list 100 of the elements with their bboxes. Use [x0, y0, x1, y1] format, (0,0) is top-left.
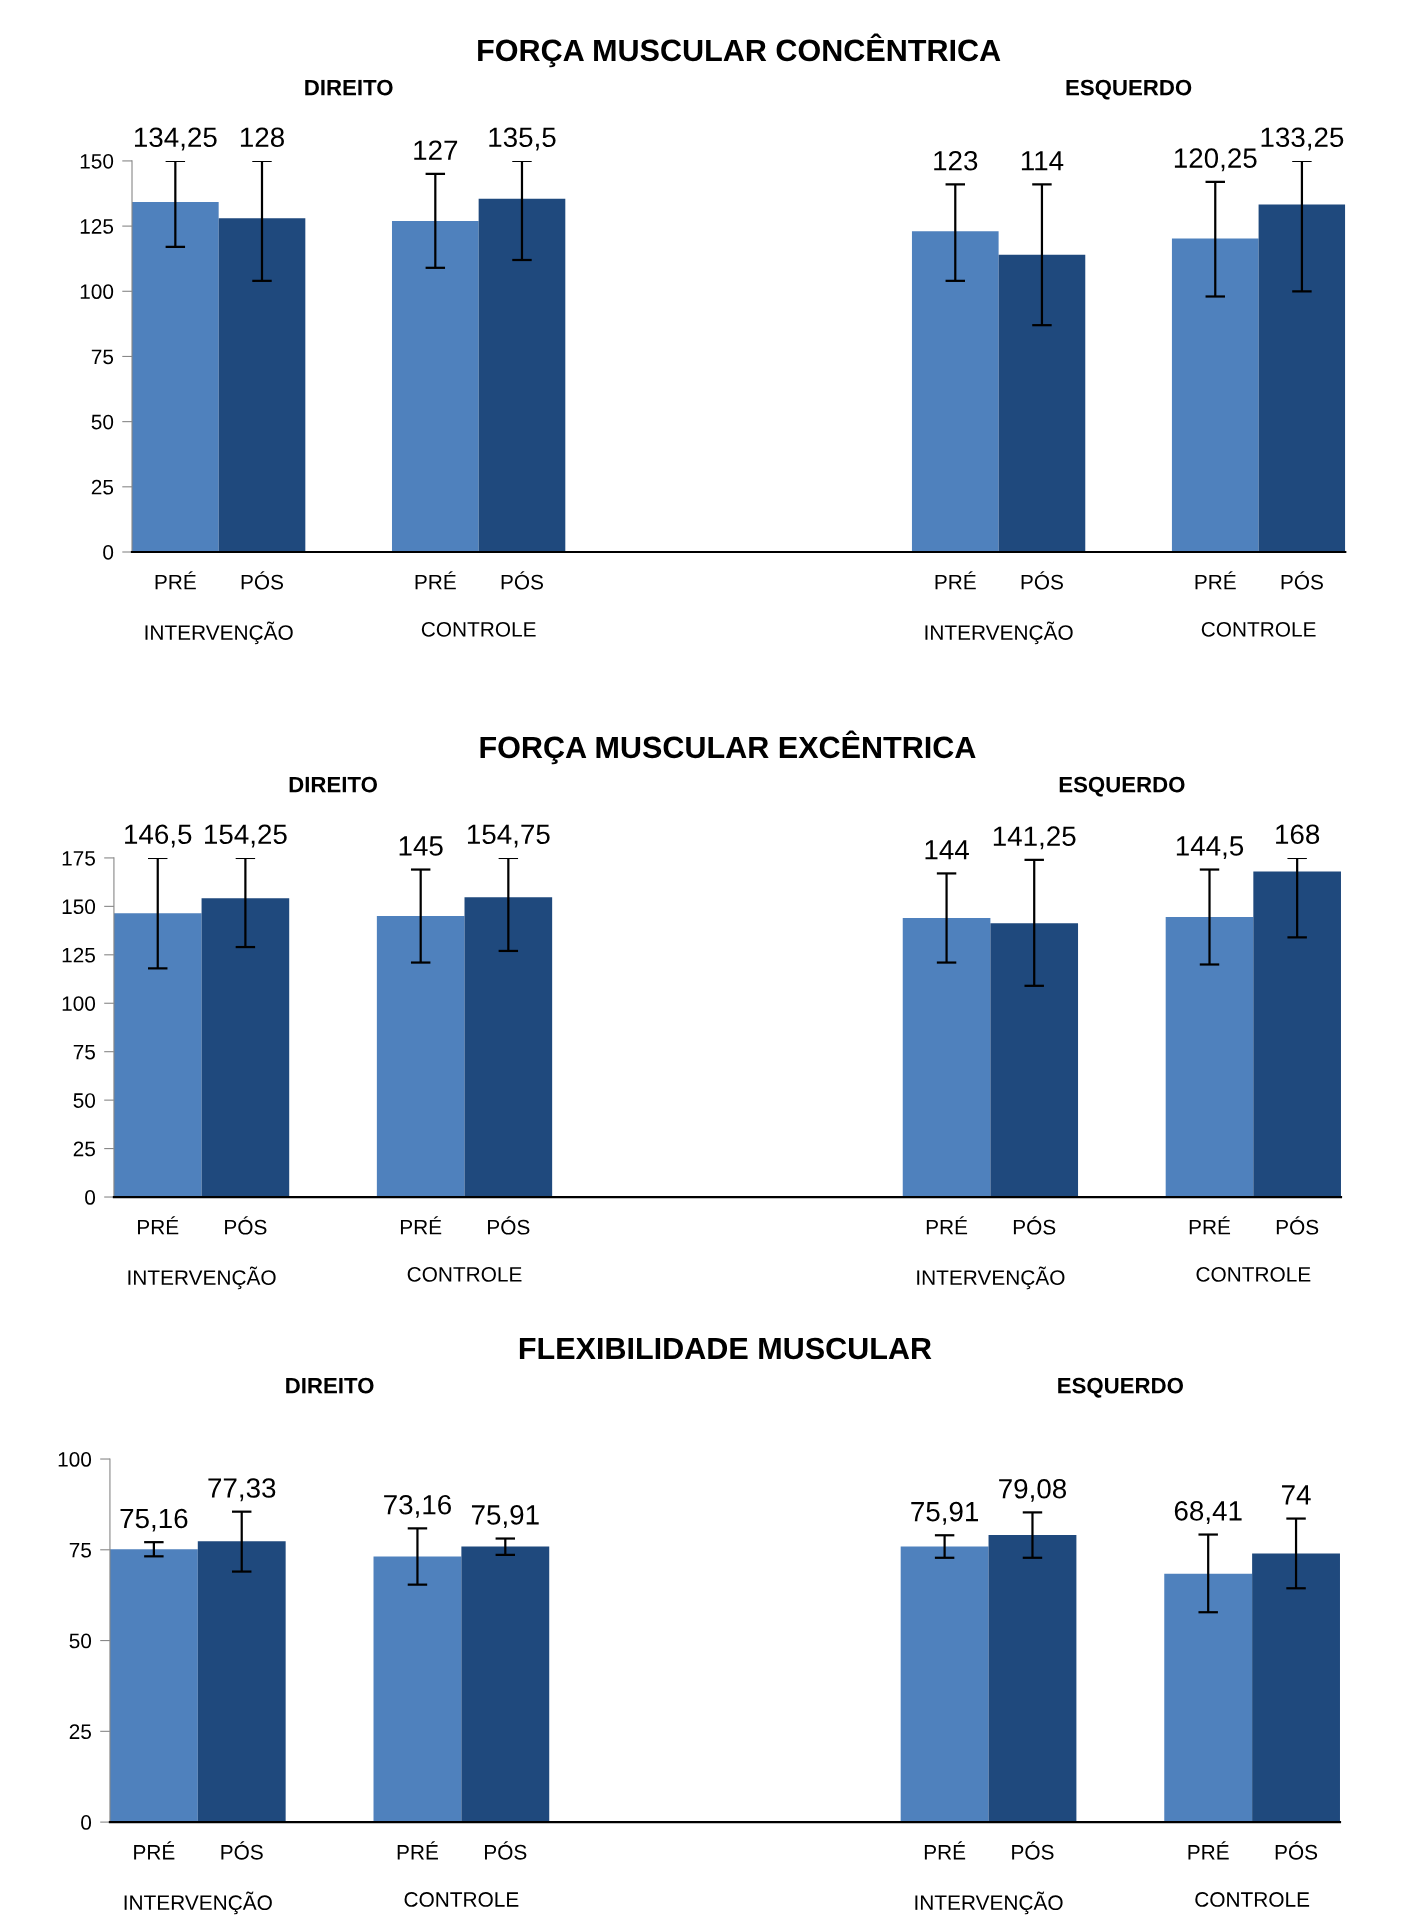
y-tick-label: 100 — [62, 996, 96, 1011]
x-tick-label: PÓS — [1281, 571, 1323, 590]
x-tick-label: PRÉ — [415, 571, 456, 590]
data-label: 144,5 — [1176, 836, 1244, 860]
text: CONTROLE — [421, 622, 536, 637]
y-tick-label: 175 — [62, 851, 95, 866]
chart-title: FORÇA MUSCULAR CONCÊNTRICA — [478, 33, 1001, 68]
data-label: 73,16 — [384, 1494, 451, 1518]
data-label: 75,91 — [911, 1501, 979, 1525]
y-tick-label: 50 — [73, 1093, 96, 1108]
y-tick-label: 150 — [62, 899, 96, 915]
bar — [391, 220, 479, 552]
x-tick-label: PÓS — [1013, 1216, 1056, 1235]
text: ESQUERDO — [1066, 79, 1192, 100]
bar — [113, 913, 202, 1198]
data-label: 154,25 — [205, 824, 287, 848]
text: ESQUERDO — [1058, 1377, 1183, 1398]
text: INTERVENÇÃO — [915, 1891, 1063, 1915]
text: CONTROLE — [407, 1267, 522, 1282]
data-label: 114 — [1021, 151, 1064, 171]
bar — [1164, 1573, 1253, 1823]
text: CONTROLE — [1196, 1267, 1311, 1282]
x-tick-label: PRÉ — [155, 571, 196, 590]
x-tick-label: PRÉ — [1195, 571, 1236, 590]
y-tick-label: 125 — [80, 219, 114, 234]
bar — [197, 1541, 286, 1823]
data-label: 77,33 — [208, 1478, 276, 1502]
x-tick-label: PÓS — [221, 1841, 263, 1860]
bar — [132, 201, 219, 552]
y-tick-label: 0 — [103, 545, 114, 560]
bar — [376, 916, 465, 1198]
bar — [900, 1546, 989, 1823]
y-tick-label: 75 — [73, 1044, 95, 1060]
bar — [464, 897, 553, 1198]
x-tick-label: PÓS — [488, 1216, 530, 1235]
data-label: 146,5 — [125, 824, 192, 848]
y-tick-label: 100 — [80, 284, 114, 300]
data-label: 134,25 — [134, 127, 217, 151]
bar — [201, 898, 290, 1198]
x-tick-label: PÓS — [485, 1841, 527, 1860]
text: CONTROLE — [1201, 622, 1316, 637]
bar — [1252, 1553, 1340, 1823]
data-label: 168 — [1276, 824, 1320, 845]
bar — [373, 1556, 462, 1823]
text: INTERVENÇÃO — [124, 1891, 272, 1915]
text: CONTROLE — [404, 1892, 519, 1907]
y-tick-label: 25 — [91, 479, 114, 495]
data-label: 68,41 — [1174, 1501, 1242, 1524]
y-tick-label: 50 — [69, 1633, 92, 1649]
x-tick-label: PRÉ — [400, 1216, 442, 1235]
y-tick-label: 150 — [80, 153, 114, 169]
data-label: 154,75 — [467, 824, 550, 848]
bar — [461, 1546, 550, 1823]
text: DIREITO — [305, 79, 393, 96]
text: INTERVENÇÃO — [925, 621, 1073, 645]
y-tick-label: 75 — [91, 349, 114, 365]
x-tick-label: PÓS — [1012, 1841, 1054, 1860]
x-tick-label: PRÉ — [138, 1216, 179, 1235]
data-label: 75,91 — [471, 1505, 539, 1528]
data-label: 133,25 — [1261, 127, 1344, 151]
bar — [998, 254, 1086, 552]
data-label: 75,16 — [120, 1508, 188, 1532]
y-tick-label: 50 — [91, 414, 114, 430]
data-label: 123 — [934, 150, 978, 171]
data-label: 135,5 — [489, 127, 556, 151]
bar — [478, 198, 566, 552]
chart-title: FORÇA MUSCULAR EXCÊNTRICA — [480, 730, 976, 765]
x-tick-label: PRÉ — [397, 1841, 438, 1860]
text: DIREITO — [289, 776, 377, 793]
y-tick-label: 0 — [81, 1815, 92, 1830]
x-tick-label: PÓS — [1275, 1841, 1318, 1860]
x-tick-label: PÓS — [241, 571, 284, 590]
x-tick-label: PRÉ — [926, 1216, 968, 1235]
text: INTERVENÇÃO — [917, 1266, 1065, 1290]
x-tick-label: PRÉ — [134, 1841, 175, 1860]
bar — [109, 1549, 198, 1823]
y-tick-label: 100 — [58, 1452, 92, 1467]
y-tick-label: 0 — [85, 1190, 96, 1205]
y-tick-label: 25 — [69, 1724, 92, 1740]
bar — [902, 917, 991, 1198]
bar — [1165, 917, 1254, 1198]
bar — [990, 923, 1079, 1198]
data-label: 128 — [240, 127, 284, 148]
y-tick-label: 125 — [62, 947, 95, 963]
x-tick-label: PÓS — [1021, 571, 1063, 590]
x-tick-label: PRÉ — [924, 1841, 966, 1860]
text: CONTROLE — [1195, 1892, 1310, 1907]
x-tick-label: PÓS — [225, 1216, 267, 1235]
text: DIREITO — [286, 1377, 374, 1394]
bar — [1258, 204, 1346, 552]
x-tick-label: PRÉ — [1188, 1841, 1229, 1860]
data-label: 120,25 — [1174, 148, 1257, 172]
y-tick-label: 25 — [73, 1141, 95, 1157]
bar — [218, 218, 306, 552]
data-label: 144 — [925, 840, 969, 860]
text: INTERVENÇÃO — [128, 1266, 276, 1290]
data-label: 141,25 — [993, 826, 1076, 850]
x-tick-label: PÓS — [501, 571, 544, 590]
data-label: 74 — [1282, 1485, 1311, 1505]
data-label: 79,08 — [999, 1478, 1067, 1502]
